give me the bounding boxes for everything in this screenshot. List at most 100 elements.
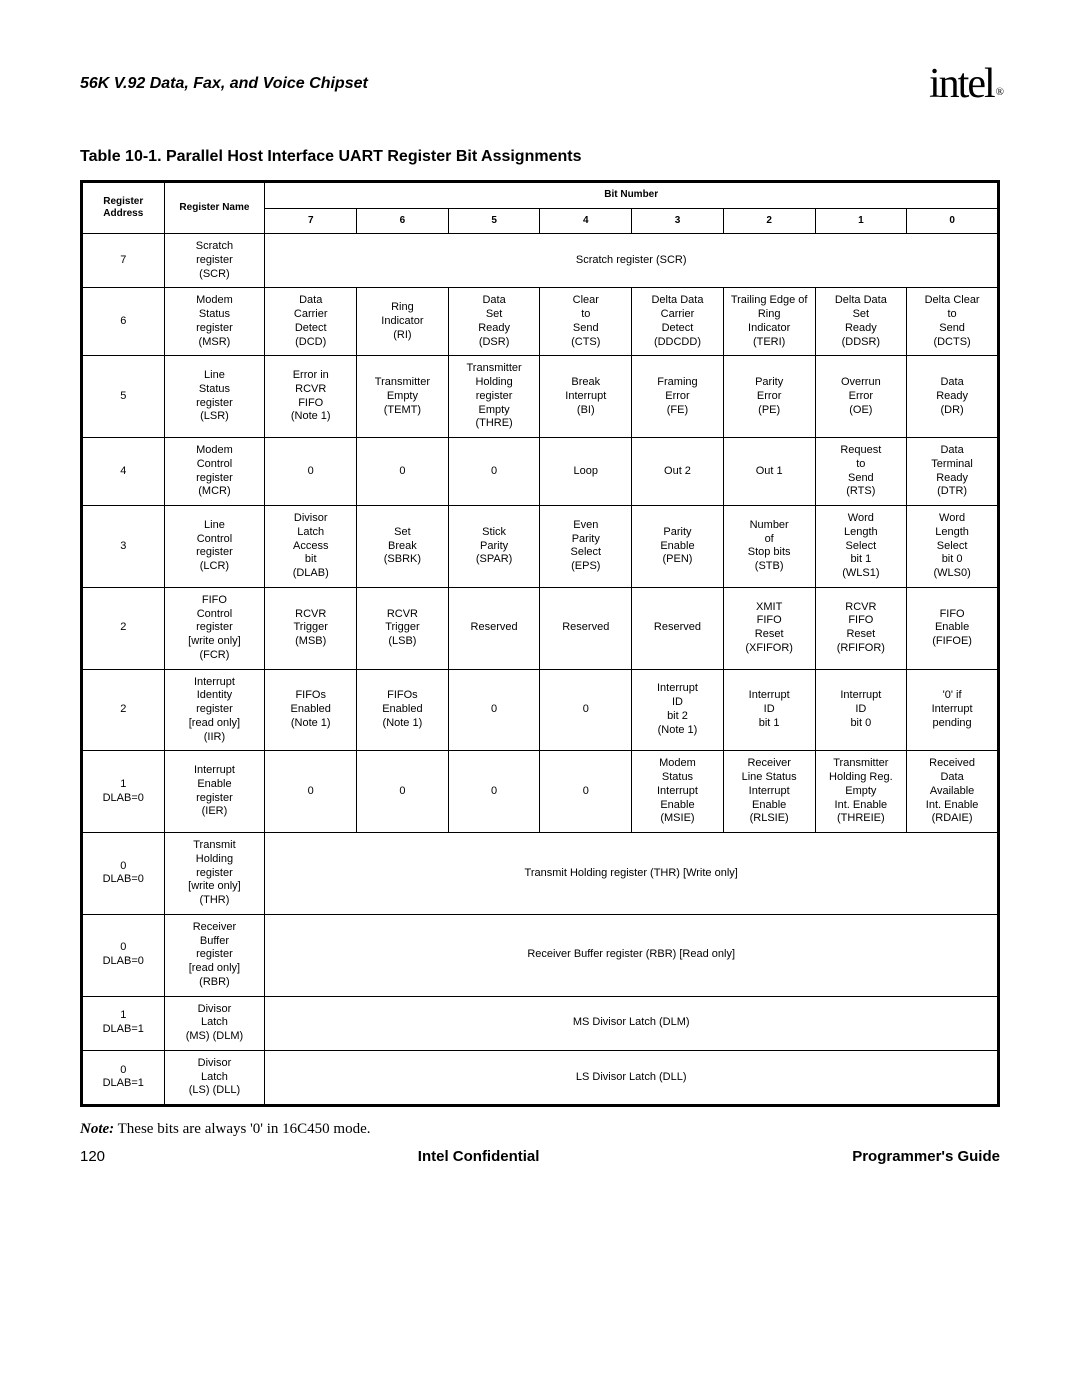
page-number: 120 <box>80 1148 105 1165</box>
cell-bit: NumberofStop bits(STB) <box>723 506 815 588</box>
cell-register-name: DivisorLatch (LS) (DLL) <box>164 1050 265 1105</box>
logo-text: intel <box>929 61 994 107</box>
cell-bit: FIFOsEnabled(Note 1) <box>357 669 449 751</box>
cell-bit: WordLengthSelectbit 0(WLS0) <box>907 506 999 588</box>
cell-register-name: ModemStatusregister (MSR) <box>164 288 265 356</box>
cell-bit: DivisorLatchAccessbit(DLAB) <box>265 506 357 588</box>
page-footer: 120 Intel Confidential Programmer's Guid… <box>80 1148 1000 1165</box>
cell-register-name: InterruptEnableregister (IER) <box>164 751 265 833</box>
cell-bit: TransmitterHolding Reg.EmptyInt. Enable(… <box>815 751 907 833</box>
table-row: 6ModemStatusregister (MSR)DataCarrierDet… <box>82 288 999 356</box>
cell-address: 2 <box>82 587 165 669</box>
cell-bit: XMITFIFOReset(XFIFOR) <box>723 587 815 669</box>
cell-bit: RCVRTrigger(MSB) <box>265 587 357 669</box>
cell-bit: Reserved <box>448 587 540 669</box>
cell-register-name: LineControlregister (LCR) <box>164 506 265 588</box>
table-row: 4ModemControlregister (MCR)000LoopOut 2O… <box>82 438 999 506</box>
cell-bit: InterruptIDbit 2(Note 1) <box>632 669 724 751</box>
cell-address: 5 <box>82 356 165 438</box>
bit-2: 2 <box>723 208 815 234</box>
cell-bit: StickParity(SPAR) <box>448 506 540 588</box>
cell-bit: FIFOEnable(FIFOE) <box>907 587 999 669</box>
cell-bit: Loop <box>540 438 632 506</box>
cell-bit: ParityError(PE) <box>723 356 815 438</box>
cell-bit: Delta DataCarrierDetect(DDCDD) <box>632 288 724 356</box>
cell-address: 0DLAB=1 <box>82 1050 165 1105</box>
cell-bit: ModemStatusInterruptEnable(MSIE) <box>632 751 724 833</box>
cell-bit: InterruptIDbit 1 <box>723 669 815 751</box>
bit-0: 0 <box>907 208 999 234</box>
cell-address: 0DLAB=0 <box>82 914 165 996</box>
bit-7: 7 <box>265 208 357 234</box>
cell-bit: Out 2 <box>632 438 724 506</box>
table-title: Table 10-1. Parallel Host Interface UART… <box>80 148 1000 166</box>
bit-4: 4 <box>540 208 632 234</box>
cell-register-name: ReceiverBufferregister [read only] (RBR) <box>164 914 265 996</box>
cell-span: MS Divisor Latch (DLM) <box>265 996 999 1050</box>
cell-bit: ParityEnable(PEN) <box>632 506 724 588</box>
cell-bit: Trailing Edge of RingIndicator(TERI) <box>723 288 815 356</box>
col-register-name: Register Name <box>164 182 265 234</box>
cell-bit: ReceivedDataAvailableInt. Enable(RDAIE) <box>907 751 999 833</box>
table-row: 2InterruptIdentityregister [read only] (… <box>82 669 999 751</box>
table-row: 1DLAB=0InterruptEnableregister (IER)0000… <box>82 751 999 833</box>
cell-bit: RequesttoSend(RTS) <box>815 438 907 506</box>
table-row: 2FIFOControlregister [write only] (FCR)R… <box>82 587 999 669</box>
cell-register-name: Scratchregister (SCR) <box>164 234 265 288</box>
cell-span: LS Divisor Latch (DLL) <box>265 1050 999 1105</box>
cell-bit: DataReady(DR) <box>907 356 999 438</box>
cell-bit: 0 <box>357 438 449 506</box>
cell-bit: FIFOsEnabled(Note 1) <box>265 669 357 751</box>
note-text: These bits are always '0' in 16C450 mode… <box>118 1121 371 1137</box>
cell-bit: 0 <box>540 669 632 751</box>
cell-address: 1DLAB=0 <box>82 751 165 833</box>
table-row: 3LineControlregister (LCR)DivisorLatchAc… <box>82 506 999 588</box>
bit-1: 1 <box>815 208 907 234</box>
cell-bit: DataTerminalReady(DTR) <box>907 438 999 506</box>
table-row: 5LineStatusregister (LSR)Error inRCVRFIF… <box>82 356 999 438</box>
col-register-address: Register Address <box>82 182 165 234</box>
table-row: 1DLAB=1DivisorLatch (MS) (DLM)MS Divisor… <box>82 996 999 1050</box>
footer-center: Intel Confidential <box>418 1148 540 1165</box>
cell-register-name: FIFOControlregister [write only] (FCR) <box>164 587 265 669</box>
cell-bit: InterruptIDbit 0 <box>815 669 907 751</box>
note: Note: These bits are always '0' in 16C45… <box>80 1121 1000 1138</box>
cell-bit: Reserved <box>632 587 724 669</box>
cell-bit: '0' ifInterruptpending <box>907 669 999 751</box>
cell-bit: 0 <box>540 751 632 833</box>
cell-bit: EvenParitySelect(EPS) <box>540 506 632 588</box>
cell-bit: OverrunError(OE) <box>815 356 907 438</box>
cell-bit: RingIndicator(RI) <box>357 288 449 356</box>
col-bit-number: Bit Number <box>265 182 999 209</box>
cell-bit: 0 <box>448 438 540 506</box>
cell-bit: RCVRFIFOReset(RFIFOR) <box>815 587 907 669</box>
cell-span: Receiver Buffer register (RBR) [Read onl… <box>265 914 999 996</box>
cell-bit: Error inRCVRFIFO(Note 1) <box>265 356 357 438</box>
doc-subtitle: 56K V.92 Data, Fax, and Voice Chipset <box>80 75 368 93</box>
cell-address: 0DLAB=0 <box>82 833 165 915</box>
cell-bit: Delta CleartoSend(DCTS) <box>907 288 999 356</box>
note-label: Note: <box>80 1121 114 1137</box>
logo-registered-icon: ® <box>996 86 1002 98</box>
cell-bit: CleartoSend(CTS) <box>540 288 632 356</box>
cell-register-name: DivisorLatch (MS) (DLM) <box>164 996 265 1050</box>
bit-5: 5 <box>448 208 540 234</box>
cell-span: Transmit Holding register (THR) [Write o… <box>265 833 999 915</box>
cell-bit: 0 <box>265 438 357 506</box>
cell-address: 1DLAB=1 <box>82 996 165 1050</box>
cell-bit: 0 <box>448 751 540 833</box>
cell-bit: Out 1 <box>723 438 815 506</box>
cell-register-name: InterruptIdentityregister [read only] (I… <box>164 669 265 751</box>
cell-bit: DataCarrierDetect(DCD) <box>265 288 357 356</box>
cell-bit: ReceiverLine StatusInterruptEnable(RLSIE… <box>723 751 815 833</box>
table-row: 0DLAB=1DivisorLatch (LS) (DLL)LS Divisor… <box>82 1050 999 1105</box>
cell-bit: 0 <box>448 669 540 751</box>
table-row: 0DLAB=0ReceiverBufferregister [read only… <box>82 914 999 996</box>
cell-bit: Delta DataSetReady(DDSR) <box>815 288 907 356</box>
cell-register-name: ModemControlregister (MCR) <box>164 438 265 506</box>
bit-3: 3 <box>632 208 724 234</box>
cell-register-name: TransmitHoldingregister [write only] (TH… <box>164 833 265 915</box>
footer-right: Programmer's Guide <box>852 1148 1000 1165</box>
cell-address: 4 <box>82 438 165 506</box>
cell-bit: 0 <box>357 751 449 833</box>
